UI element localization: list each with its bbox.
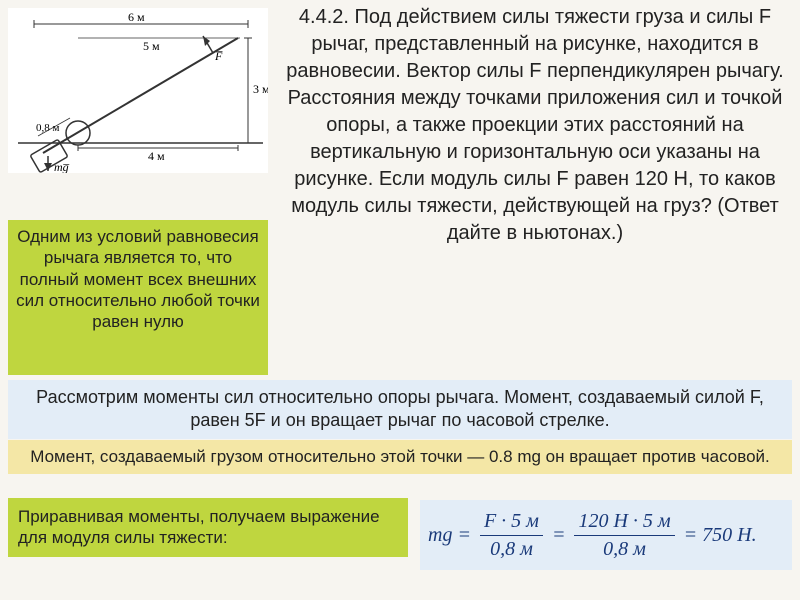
solution-step-1: Рассмотрим моменты сил относительно опор…: [8, 380, 792, 439]
frac2-num: 120 Н · 5 м: [574, 510, 674, 536]
formula-lhs: mg: [428, 524, 452, 547]
problem-body: Под действием силы тяжести груза и силы …: [286, 6, 783, 244]
fraction-1: F · 5 м 0,8 м: [480, 510, 543, 561]
len08-label: 0,8 м: [36, 122, 60, 134]
frac1-den: 0,8 м: [486, 536, 537, 561]
equals-1: =: [452, 524, 476, 547]
len6-label: 6 м: [128, 10, 145, 24]
formula-result: 750 Н.: [702, 524, 756, 547]
lever-diagram: mg̅ 6 м 5 м F̅ 3 м 4 м 0,8 м: [8, 8, 268, 173]
weight-label: mg̅: [54, 160, 70, 173]
fraction-2: 120 Н · 5 м 0,8 м: [574, 510, 674, 561]
equals-3: =: [679, 524, 703, 547]
formula-box: mg = F · 5 м 0,8 м = 120 Н · 5 м 0,8 м =…: [420, 500, 792, 570]
equals-2: =: [547, 524, 571, 547]
force-label: F̅: [214, 49, 223, 63]
equilibrium-note: Одним из условий равновесия рычага являе…: [8, 220, 268, 375]
frac2-den: 0,8 м: [599, 536, 650, 561]
frac1-num: F · 5 м: [480, 510, 543, 536]
problem-text: 4.4.2. Под действием силы тяжести груза …: [275, 0, 795, 380]
solution-step-3-label: Приравнивая моменты, получаем выражение …: [8, 498, 408, 557]
solution-step-2: Момент, создаваемый грузом относительно …: [8, 440, 792, 474]
diagram-svg: mg̅ 6 м 5 м F̅ 3 м 4 м 0,8 м: [8, 8, 268, 173]
len5-label: 5 м: [143, 39, 160, 53]
problem-number: 4.4.2.: [299, 6, 349, 28]
len3-label: 3 м: [253, 82, 268, 96]
len4-label: 4 м: [148, 149, 165, 163]
